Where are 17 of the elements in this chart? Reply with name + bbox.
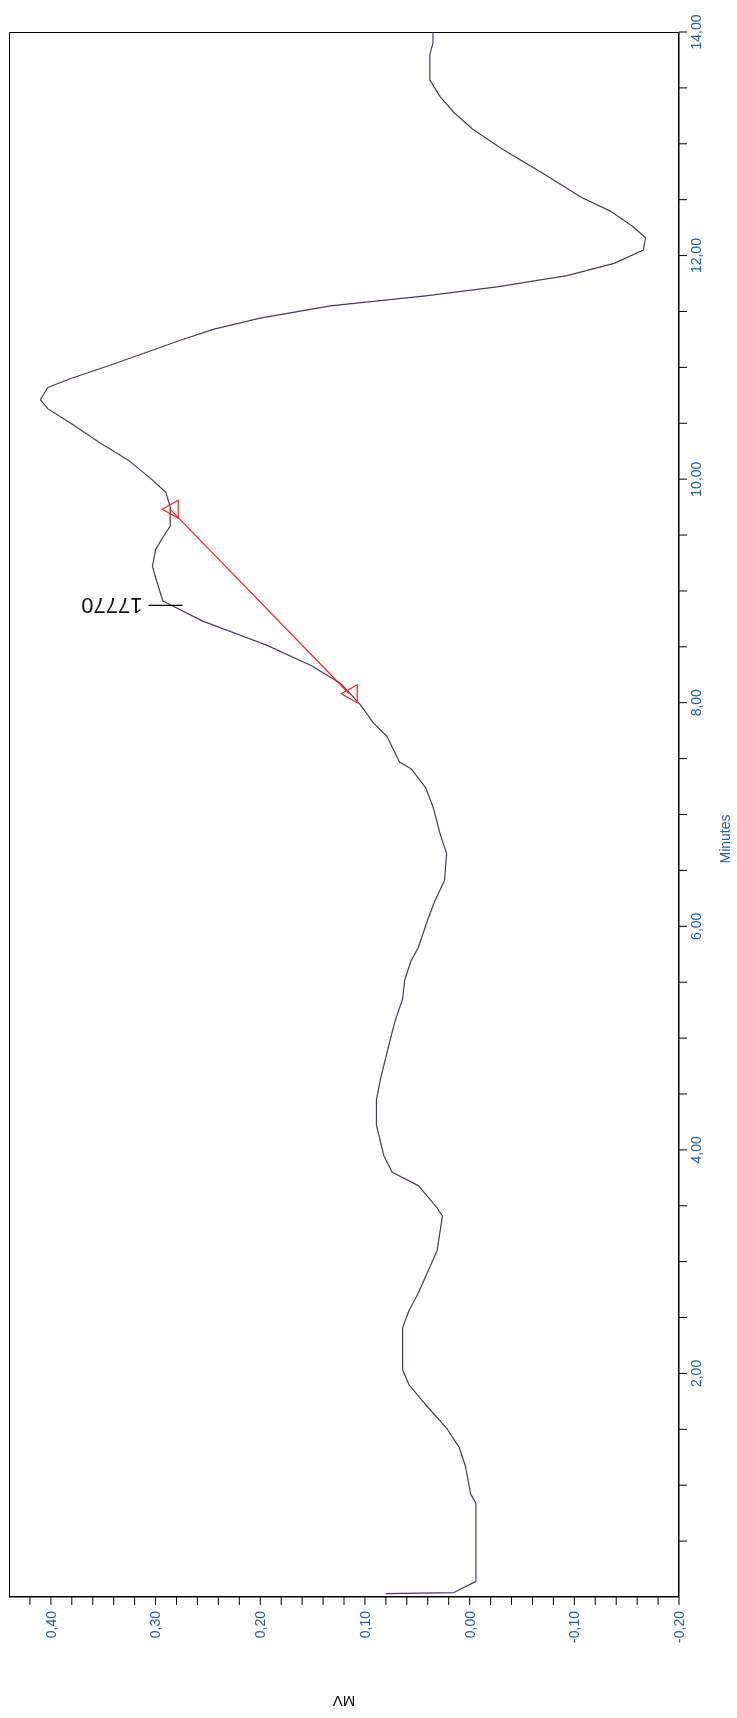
x-tick-label: 0,30 bbox=[147, 1610, 164, 1639]
x-tick-label: -0,10 bbox=[566, 1610, 583, 1643]
x-tick-label: 0,10 bbox=[356, 1610, 373, 1639]
y-axis-title: Minutes bbox=[716, 814, 733, 864]
x-tick-label: -0,20 bbox=[670, 1610, 687, 1643]
x-tick-label: 0,40 bbox=[42, 1610, 59, 1639]
y-tick-label: 14,00 bbox=[688, 14, 704, 50]
y-tick-label: 8,00 bbox=[688, 688, 704, 717]
y-tick-label: 2,00 bbox=[688, 1359, 704, 1388]
y-tick-label: 12,00 bbox=[688, 237, 704, 274]
y-tick-label: 6,00 bbox=[688, 912, 704, 940]
y-tick-label: 10,00 bbox=[688, 461, 704, 497]
annotation: 17770 bbox=[81, 592, 143, 618]
x-axis-title: MV bbox=[332, 1693, 356, 1710]
y-tick-label: 4,00 bbox=[688, 1136, 704, 1164]
x-tick-label: 0,00 bbox=[461, 1610, 478, 1639]
x-tick-label: 0,20 bbox=[252, 1610, 269, 1639]
